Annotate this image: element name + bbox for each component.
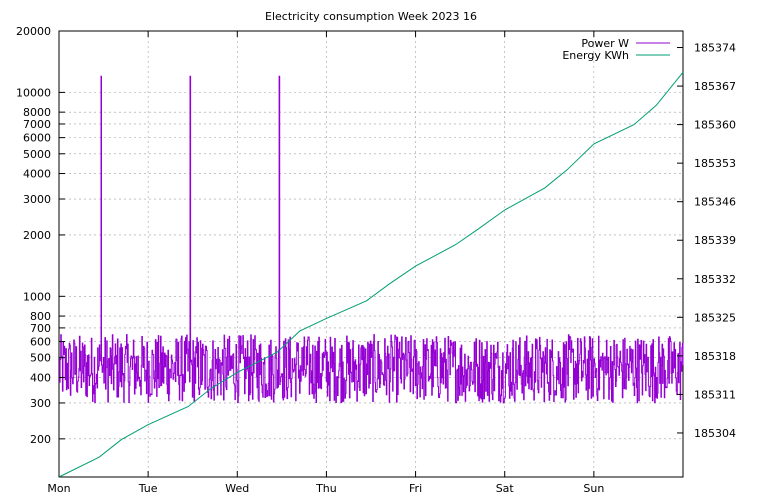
y-right-tick-label: 185304 <box>694 427 736 440</box>
y-right-tick-label: 185360 <box>694 119 736 132</box>
plot-border <box>58 30 684 478</box>
x-tick-label: Mon <box>47 482 70 495</box>
y-left-tick-label: 5000 <box>23 148 51 161</box>
y-right-tick-label: 185339 <box>694 234 736 247</box>
chart-title: Electricity consumption Week 2023 16 <box>265 10 477 23</box>
y-left-tick-label: 200 <box>30 433 51 446</box>
y-left-tick-label: 6000 <box>23 132 51 145</box>
y-right-tick-label: 185346 <box>694 196 736 209</box>
x-tick-label: Fri <box>409 482 422 495</box>
series-power-line <box>59 75 684 404</box>
y-right-tick-label: 185353 <box>694 157 736 170</box>
y-right-tick-label: 185332 <box>694 273 736 286</box>
x-tick-label: Thu <box>315 482 337 495</box>
x-tick-label: Sat <box>496 482 515 495</box>
legend: Power W Energy KWh <box>562 37 670 62</box>
y-left-tick-label: 10000 <box>16 86 51 99</box>
y-left-tick-label: 7000 <box>23 118 51 131</box>
legend-label-power: Power W <box>581 37 629 50</box>
y-left-tick-label: 700 <box>30 322 51 335</box>
y-right-tick-label: 185367 <box>694 80 736 93</box>
y-right-tick-label: 185318 <box>694 350 736 363</box>
y-left-tick-label: 1000 <box>23 290 51 303</box>
y-right-tick-label: 185374 <box>694 42 736 55</box>
y-left-tick-label: 800 <box>30 310 51 323</box>
y-left-tick-label: 3000 <box>23 193 51 206</box>
y-left-tick-label: 300 <box>30 397 51 410</box>
y-left-tick-label: 20000 <box>16 25 51 38</box>
x-tick-label: Sun <box>583 482 604 495</box>
y-right-tick-label: 185311 <box>694 388 736 401</box>
y-left-tick-label: 2000 <box>23 229 51 242</box>
series-layer <box>58 71 684 478</box>
y-right-tick-label: 185325 <box>694 311 736 324</box>
y-left-tick-label: 400 <box>30 371 51 384</box>
y-left-tick-label: 600 <box>30 336 51 349</box>
plot-frame <box>58 30 684 478</box>
y-left-tick-label: 8000 <box>23 106 51 119</box>
series-energy-line <box>58 71 684 478</box>
grid-lines <box>59 30 683 477</box>
x-tick-label: Tue <box>138 482 158 495</box>
y-left-tick-label: 500 <box>30 352 51 365</box>
x-tick-label: Wed <box>225 482 249 495</box>
legend-label-energy: Energy KWh <box>562 49 629 62</box>
y-left-tick-label: 4000 <box>23 168 51 181</box>
